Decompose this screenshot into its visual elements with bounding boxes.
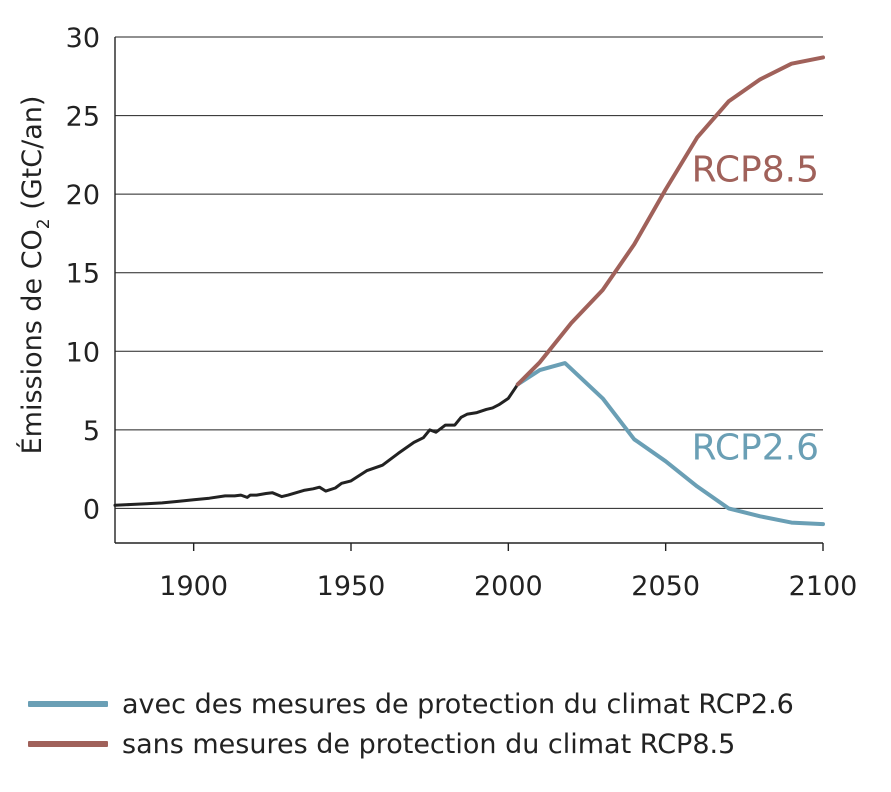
legend-swatch-rcp85 — [28, 741, 108, 747]
y-tick-label: 15 — [66, 259, 100, 290]
y-axis-label-subscript: 2 — [34, 218, 54, 229]
y-axis-label: Émissions de CO2 (GtC/an) — [16, 96, 54, 455]
series-line-rcp85 — [515, 55, 825, 387]
gridlines — [115, 36, 823, 509]
x-tick-label: 2000 — [474, 571, 543, 602]
y-tick-label: 20 — [66, 180, 100, 211]
y-tick-label: 30 — [66, 23, 100, 54]
y-axis-label-main: Émissions de CO — [16, 229, 48, 454]
y-tick-label: 0 — [83, 494, 100, 525]
axes — [114, 37, 823, 544]
series-lines — [113, 55, 825, 527]
legend-item-rcp26: avec des mesures de protection du climat… — [28, 684, 794, 724]
legend-swatch-rcp26 — [28, 701, 108, 707]
tick-labels: 0 5 10 15 20 25 30 1900 1950 2000 2050 2100 — [66, 23, 858, 602]
legend-label-rcp26: avec des mesures de protection du climat… — [122, 688, 794, 720]
legend: avec des mesures de protection du climat… — [28, 684, 794, 764]
series-line-historical — [113, 382, 520, 507]
annotation-rcp26: RCP2.6 — [692, 428, 819, 469]
legend-label-rcp85: sans mesures de protection du climat RCP… — [122, 728, 736, 760]
series-line-rcp26 — [515, 361, 825, 527]
legend-item-rcp85: sans mesures de protection du climat RCP… — [28, 724, 794, 764]
series-annotations: RCP8.5 RCP2.6 — [692, 150, 819, 469]
y-tick-label: 5 — [83, 416, 100, 447]
x-tick-label: 2100 — [789, 571, 858, 602]
x-tick-label: 1950 — [317, 571, 386, 602]
x-tick-label: 1900 — [159, 571, 228, 602]
y-axis-label-unit: (GtC/an) — [17, 96, 48, 219]
x-tick-label: 2050 — [631, 571, 700, 602]
annotation-rcp85: RCP8.5 — [692, 150, 819, 191]
y-tick-label: 25 — [66, 102, 100, 133]
y-tick-label: 10 — [66, 337, 100, 368]
